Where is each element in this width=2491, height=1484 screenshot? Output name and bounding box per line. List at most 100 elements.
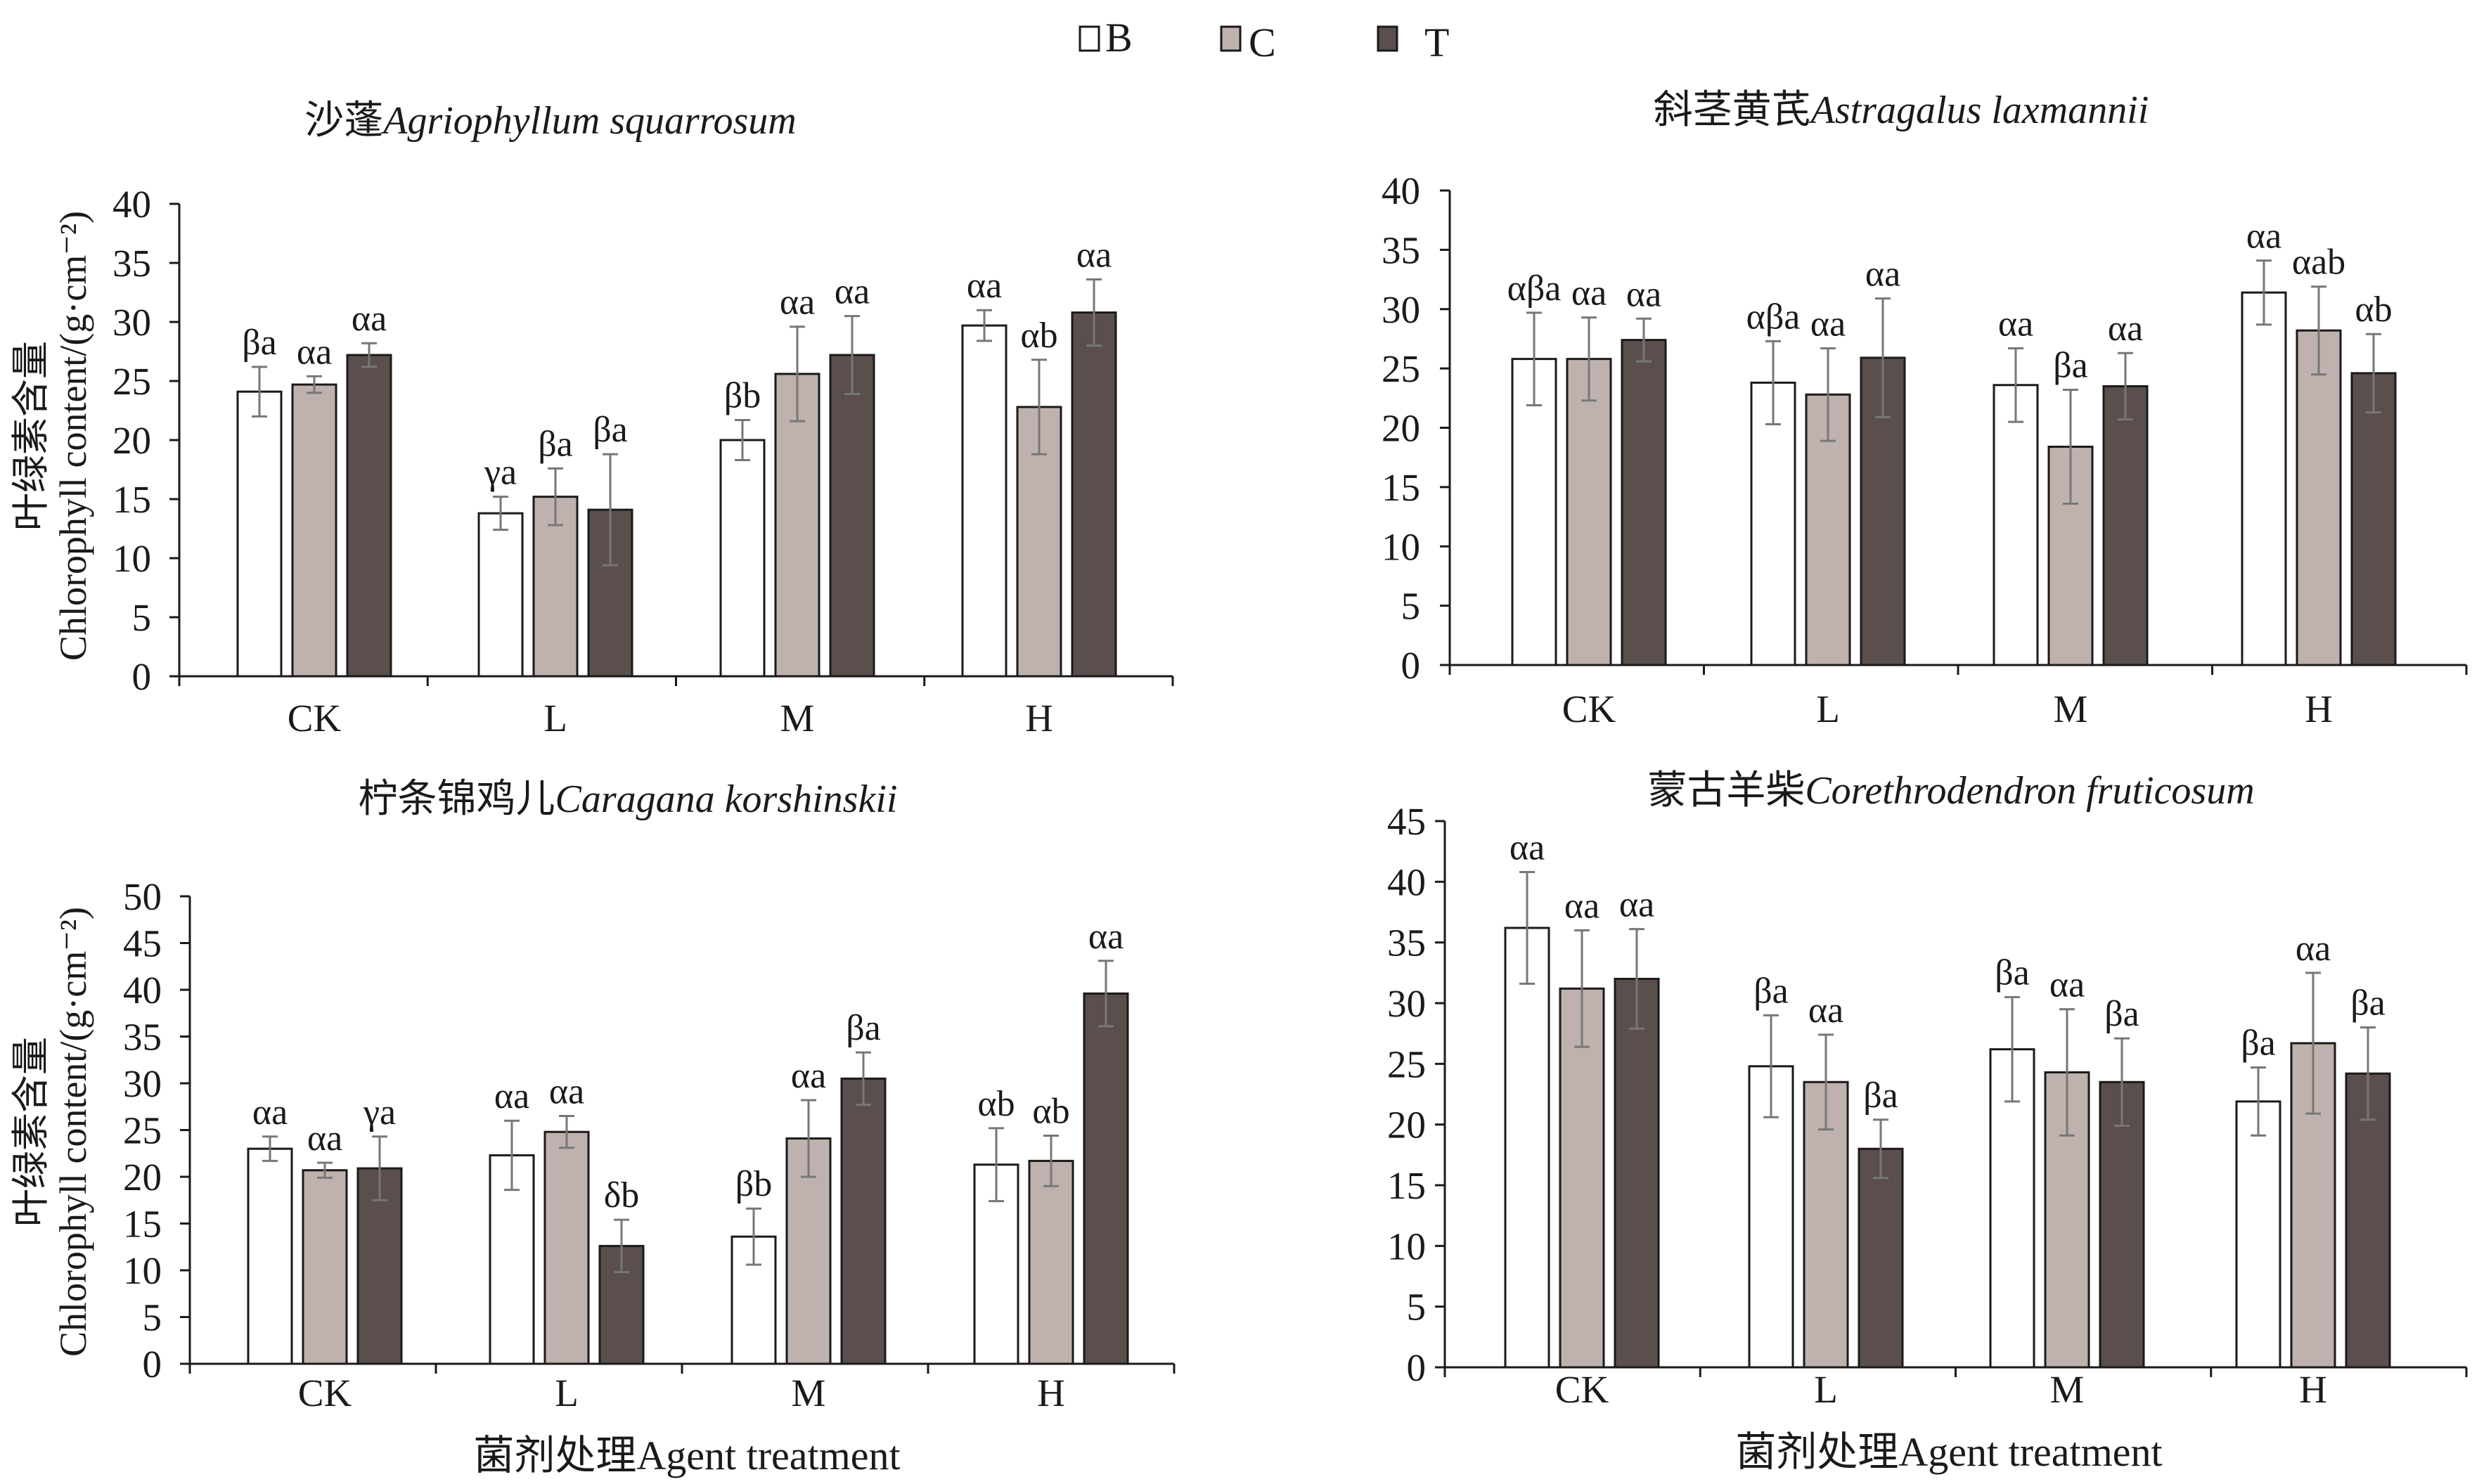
significance-label: αβa	[1507, 269, 1562, 309]
y-tick-label: 5	[1407, 1286, 1427, 1329]
significance-label: αa	[1088, 917, 1124, 957]
y-tick-label: 0	[1401, 644, 1421, 687]
chart-title: 蒙古羊柴Corethrodendron fruticosum	[1647, 769, 2254, 813]
y-tick-label: 10	[1387, 1225, 1426, 1267]
y-tick-label: 40	[112, 183, 151, 226]
y-axis-label-en: Chlorophyll content/(g·cm⁻²)	[52, 907, 94, 1357]
significance-label: αa	[1808, 991, 1843, 1031]
y-tick-label: 20	[1387, 1104, 1426, 1147]
x-tick-label: CK	[1555, 1368, 1609, 1411]
significance-label: αa	[1998, 304, 2033, 344]
significance-label: αa	[1626, 274, 1661, 314]
significance-label: αa	[297, 332, 332, 372]
x-tick-label: H	[2299, 1368, 2327, 1411]
chart-title-latin: Agriophyllum squarrosum	[380, 99, 797, 143]
significance-label: αa	[549, 1072, 584, 1112]
x-tick-label: CK	[298, 1372, 352, 1414]
x-tick-label: H	[1037, 1372, 1065, 1414]
bar-c	[302, 1169, 348, 1365]
x-axis-label: 菌剂处理Agent treatment	[1735, 1429, 2162, 1475]
y-tick-label: 40	[123, 969, 162, 1012]
y-tick-label: 5	[132, 596, 152, 639]
y-tick-label: 35	[1387, 922, 1426, 964]
bar-b	[1993, 384, 2039, 666]
bar-b	[236, 390, 283, 678]
chart-panel-caragana: 柠条锦鸡儿Caragana korshinskii 叶绿素含量 Chloroph…	[10, 778, 1176, 1478]
chart-title-cn: 柠条锦鸡儿	[359, 778, 555, 821]
bar-c	[543, 1130, 590, 1365]
significance-label: αb	[1020, 316, 1057, 356]
legend-label-b: B	[1105, 15, 1133, 60]
significance-label: βa	[2104, 994, 2139, 1034]
x-tick-label: M	[792, 1372, 826, 1414]
significance-label: αa	[1619, 885, 1654, 925]
significance-label: βb	[735, 1164, 772, 1204]
y-tick-label: 20	[123, 1156, 162, 1199]
x-tick-label: M	[2054, 688, 2088, 730]
significance-label: αb	[2355, 290, 2392, 330]
bar-b	[1511, 358, 1557, 666]
significance-label: βa	[2241, 1024, 2276, 1064]
y-tick-label: 30	[1387, 982, 1426, 1025]
significance-label: βa	[1863, 1076, 1898, 1116]
y-axis-label-cn: 叶绿素含量	[10, 341, 52, 531]
significance-label: αa	[2108, 309, 2143, 349]
x-tick-label: L	[1816, 688, 1840, 730]
bar-c	[291, 383, 337, 678]
x-axis-label: 菌剂处理Agent treatment	[473, 1433, 900, 1478]
chart-title: 斜茎黄芪Astragalus laxmannii	[1654, 89, 2149, 132]
y-tick-label: 35	[1382, 228, 1420, 271]
x-tick-label: L	[543, 697, 567, 740]
legend-swatch-t	[1377, 25, 1398, 52]
bar-b	[719, 439, 766, 678]
significance-label: αa	[967, 266, 1002, 306]
bar-t	[346, 354, 392, 678]
chart-title-latin: Astragalus laxmannii	[1808, 89, 2149, 132]
y-tick-label: 30	[1382, 288, 1420, 331]
x-tick-label: H	[2305, 688, 2333, 730]
y-axis-label: 叶绿素含量	[10, 341, 52, 531]
y-tick-label: 35	[112, 242, 151, 285]
y-axis-label: 叶绿素含量	[10, 1037, 52, 1227]
significance-label: αa	[1865, 254, 1900, 295]
chart-title: 柠条锦鸡儿Caragana korshinskii	[359, 778, 898, 821]
bar-t	[2102, 385, 2149, 666]
significance-label: αa	[494, 1076, 529, 1116]
x-tick-label: L	[1814, 1368, 1838, 1411]
significance-label: βa	[538, 424, 573, 464]
y-tick-label: 0	[1407, 1346, 1427, 1389]
y-tick-label: 0	[143, 1343, 162, 1386]
x-tick-label: CK	[288, 697, 342, 740]
significance-label: δb	[604, 1175, 640, 1215]
y-tick-label: 25	[1387, 1043, 1426, 1085]
bar-t	[1071, 311, 1117, 678]
x-tick-label: M	[2050, 1368, 2085, 1411]
y-tick-label: 5	[1401, 585, 1421, 628]
x-tick-label: M	[780, 697, 815, 740]
y-tick-label: 20	[1382, 407, 1420, 450]
significance-label: βa	[1995, 953, 2030, 993]
chart-title-latin: Corethrodendron fruticosum	[1805, 769, 2254, 813]
significance-label: βa	[593, 410, 628, 450]
significance-label: βa	[2350, 983, 2386, 1024]
significance-label: αa	[791, 1056, 826, 1096]
bar-t	[1621, 339, 1667, 666]
significance-label: γa	[484, 453, 517, 493]
chart-panel-agriophyllum: 沙蓬Agriophyllum squarrosum 叶绿素含量 Chloroph…	[10, 99, 1174, 740]
bar-b	[2241, 291, 2287, 666]
y-tick-label: 5	[143, 1296, 162, 1339]
y-tick-label: 35	[123, 1016, 162, 1059]
y-tick-label: 45	[123, 922, 162, 965]
bar-c	[2296, 329, 2342, 666]
significance-label: αa	[1571, 273, 1607, 314]
y-axis-label-en: Chlorophyll content/(g·cm⁻²)	[52, 211, 94, 661]
y-tick-label: 10	[112, 537, 151, 580]
chart-title-cn: 沙蓬	[304, 99, 383, 143]
chart-title: 沙蓬Agriophyllum squarrosum	[304, 99, 797, 143]
y-tick-label: 40	[1387, 860, 1426, 903]
y-tick-label: 30	[123, 1062, 162, 1105]
y-tick-label: 50	[123, 875, 162, 918]
significance-label: αa	[307, 1118, 342, 1159]
x-tick-label: L	[555, 1372, 579, 1414]
y-tick-label: 25	[123, 1109, 162, 1152]
